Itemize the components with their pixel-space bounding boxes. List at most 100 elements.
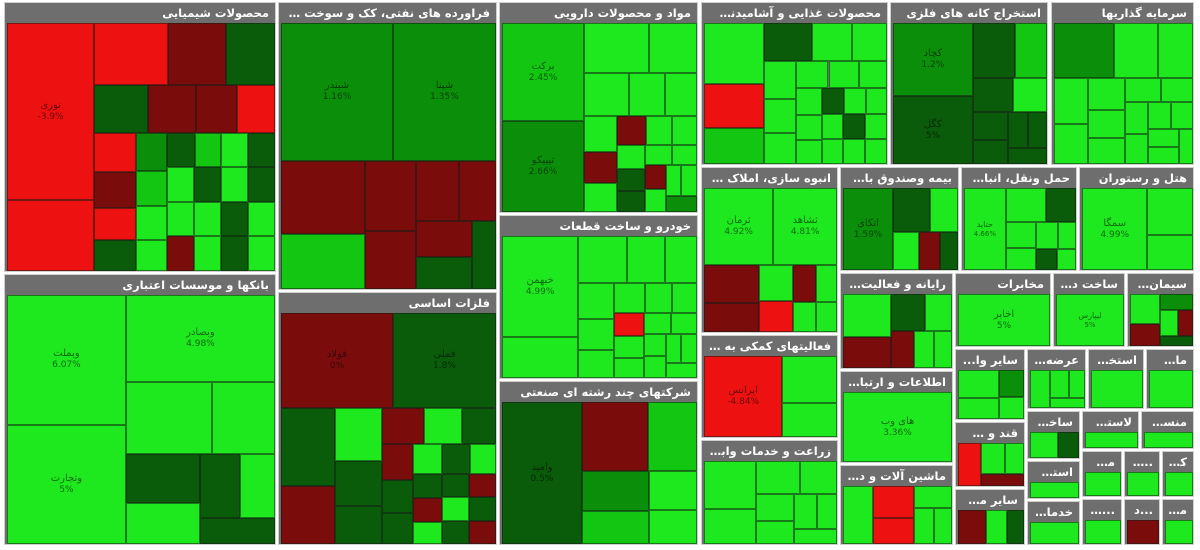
stock-tile[interactable]: [782, 402, 837, 437]
stock-tile[interactable]: [584, 183, 617, 212]
sector-box[interactable]: سیمان، آ...: [1127, 273, 1194, 347]
stock-tile[interactable]: [412, 521, 442, 544]
stock-tile[interactable]: [94, 23, 168, 86]
stock-tile[interactable]: [472, 221, 496, 289]
sector-box[interactable]: استخرا...: [1027, 461, 1080, 499]
sector-box[interactable]: ...د: [1124, 499, 1160, 545]
stock-tile[interactable]: [441, 473, 469, 498]
stock-tile[interactable]: [614, 357, 644, 378]
stock-tile[interactable]: [1007, 510, 1024, 544]
stock-tile[interactable]: [1054, 23, 1114, 78]
stock-tile[interactable]: [412, 498, 442, 522]
stock-tile[interactable]: [381, 480, 413, 514]
stock-tile[interactable]: [1036, 221, 1058, 249]
stock-tile[interactable]: [665, 72, 697, 116]
stock-tile[interactable]: [1160, 294, 1193, 311]
stock-tile[interactable]: [645, 115, 673, 145]
sector-box[interactable]: مخابرات اخابر 5%: [955, 273, 1051, 347]
stock-tile[interactable]: [981, 443, 1006, 475]
stock-tile[interactable]: [843, 138, 866, 164]
stock-tile[interactable]: [665, 236, 697, 284]
stock-tile[interactable]: [800, 461, 837, 494]
stock-tile[interactable]: [381, 513, 413, 544]
stock-tile[interactable]: [665, 333, 682, 364]
stock-tile[interactable]: [441, 520, 469, 544]
stock-tile[interactable]: [1130, 323, 1161, 346]
stock-tile[interactable]: [125, 381, 212, 454]
stock-tile[interactable]: [1125, 102, 1148, 135]
stock-tile[interactable]: [913, 486, 952, 509]
stock-tile[interactable]: اخابر 5%: [958, 294, 1050, 346]
stock-tile[interactable]: [424, 407, 463, 445]
stock-tile[interactable]: [643, 356, 666, 378]
stock-tile[interactable]: [364, 160, 417, 231]
sector-box[interactable]: بیمه وصندوق بازن... اتکای 1.59%: [840, 167, 959, 271]
stock-tile[interactable]: [416, 256, 473, 289]
stock-tile[interactable]: [1007, 148, 1047, 164]
stock-tile[interactable]: برکت 2.45%: [502, 23, 585, 122]
stock-tile[interactable]: [704, 23, 765, 84]
stock-tile[interactable]: [1005, 188, 1047, 222]
stock-tile[interactable]: [616, 144, 645, 169]
stock-tile[interactable]: [843, 294, 892, 337]
stock-tile[interactable]: [614, 313, 644, 337]
stock-tile[interactable]: ثشاهد 4.81%: [773, 188, 837, 265]
stock-tile[interactable]: [648, 509, 697, 544]
stock-tile[interactable]: [381, 407, 425, 445]
stock-tile[interactable]: [581, 402, 649, 471]
stock-tile[interactable]: [643, 313, 672, 334]
stock-tile[interactable]: [1147, 188, 1193, 236]
sector-box[interactable]: شرکتهای چند رشته ای صنعتی وامید 0.5%: [499, 381, 698, 545]
stock-tile[interactable]: [665, 363, 697, 378]
stock-tile[interactable]: [1147, 102, 1172, 130]
stock-tile[interactable]: [1144, 432, 1193, 448]
stock-tile[interactable]: [458, 160, 496, 222]
stock-tile[interactable]: [281, 486, 336, 544]
stock-tile[interactable]: [795, 87, 822, 115]
sector-box[interactable]: فلزات اساسی فولاد 0% فملی 1.8%: [278, 292, 497, 545]
stock-tile[interactable]: [758, 301, 793, 332]
stock-tile[interactable]: [671, 283, 697, 314]
stock-tile[interactable]: [665, 165, 682, 197]
stock-tile[interactable]: [1125, 134, 1148, 164]
stock-tile[interactable]: [1157, 23, 1193, 78]
stock-tile[interactable]: [764, 60, 796, 99]
stock-tile[interactable]: [412, 444, 443, 474]
stock-tile[interactable]: [1178, 129, 1193, 164]
sector-box[interactable]: لاستی...: [1082, 411, 1139, 449]
stock-tile[interactable]: [614, 336, 644, 358]
stock-tile[interactable]: [281, 234, 365, 289]
stock-tile[interactable]: [136, 239, 168, 271]
stock-tile[interactable]: [1028, 111, 1047, 149]
sector-box[interactable]: محصولات شیمیایی نوری -3.9%: [4, 2, 276, 272]
stock-tile[interactable]: [199, 453, 240, 518]
stock-tile[interactable]: [914, 330, 935, 368]
stock-tile[interactable]: [816, 264, 837, 303]
stock-tile[interactable]: [893, 232, 919, 270]
stock-tile[interactable]: [644, 165, 666, 189]
stock-tile[interactable]: [843, 486, 874, 544]
stock-tile[interactable]: [194, 167, 222, 202]
stock-tile[interactable]: [681, 165, 697, 197]
stock-tile[interactable]: [1088, 138, 1126, 164]
sector-box[interactable]: فعالیتهای کمکی به نها... اپرانس -4.84%: [701, 335, 838, 438]
stock-tile[interactable]: [665, 196, 697, 212]
stock-tile[interactable]: [578, 319, 615, 351]
stock-tile[interactable]: [843, 113, 866, 139]
stock-tile[interactable]: [1147, 129, 1179, 148]
stock-tile[interactable]: [1015, 23, 1047, 78]
stock-tile[interactable]: [1046, 188, 1076, 222]
stock-tile[interactable]: [167, 236, 195, 271]
stock-tile[interactable]: [364, 230, 417, 289]
stock-tile[interactable]: [924, 294, 952, 331]
stock-tile[interactable]: [891, 294, 925, 331]
sector-box[interactable]: انبوه سازی، املاک و م... ثرمان 4.92% ثشاهد 4…: [701, 167, 838, 333]
stock-tile[interactable]: [281, 407, 336, 487]
stock-tile[interactable]: [237, 85, 275, 133]
stock-tile[interactable]: [167, 23, 227, 86]
stock-tile[interactable]: [578, 236, 627, 284]
sector-box[interactable]: ساخت د... لیپارس 5%: [1053, 273, 1125, 347]
stock-tile[interactable]: [1165, 520, 1193, 544]
stock-tile[interactable]: [470, 444, 496, 474]
stock-tile[interactable]: [681, 333, 697, 364]
